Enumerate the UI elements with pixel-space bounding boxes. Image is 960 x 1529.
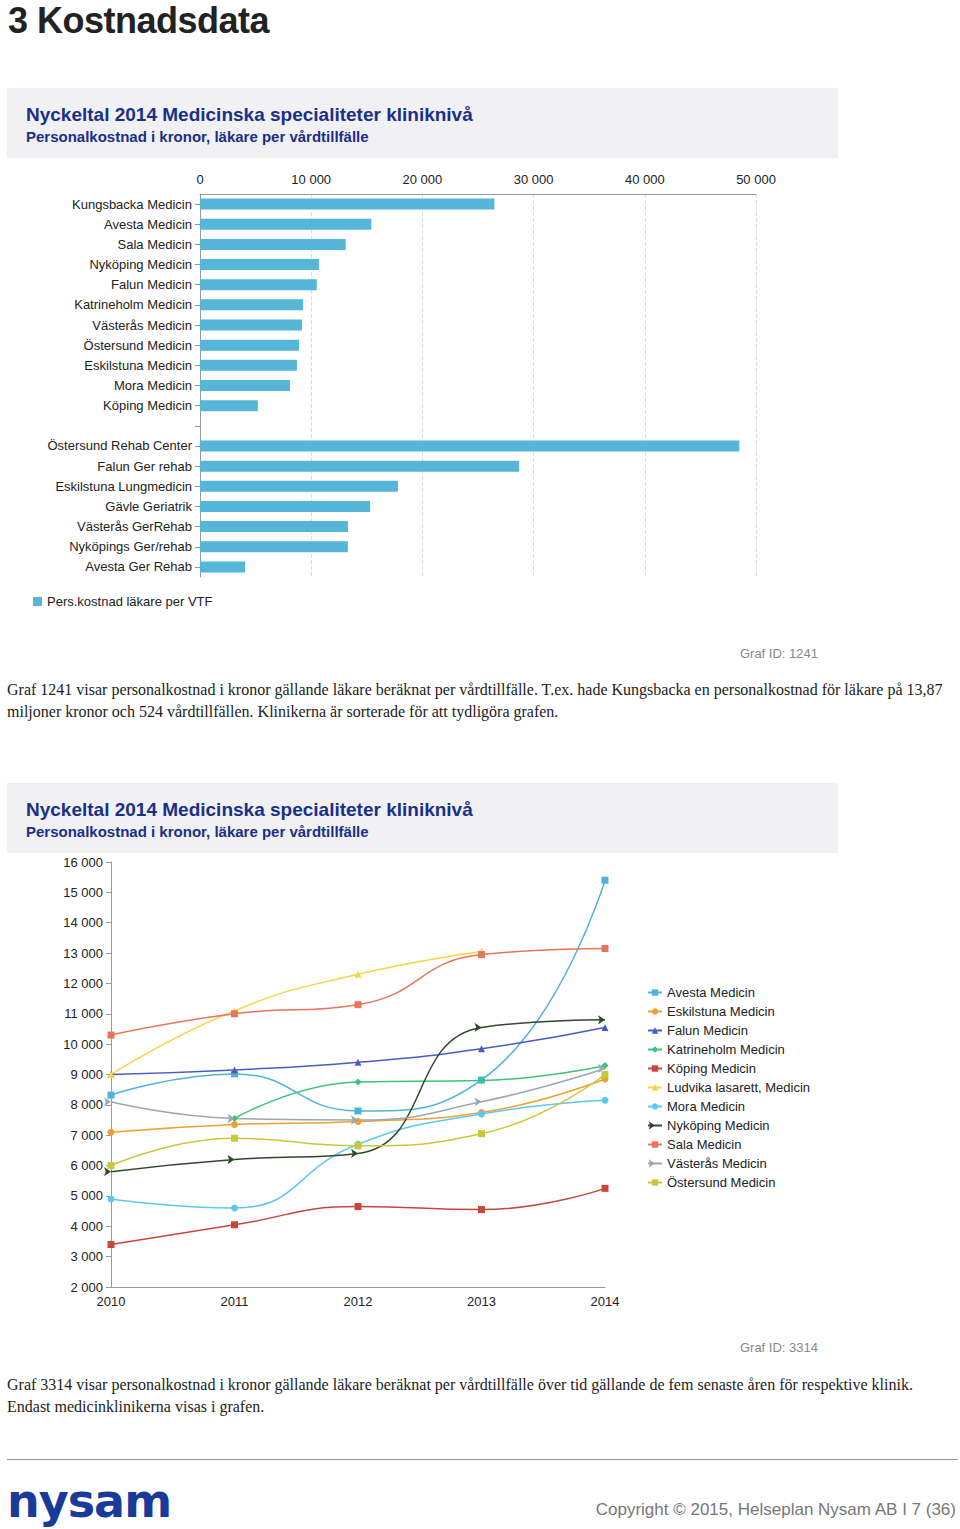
html-text:Graf 3314 visar personalkostna: Graf 3314 visar personalkostnad i kronor… [7, 1376, 913, 1415]
html-text:Personalkostnad i kronor, läka: Personalkostnad i kronor, läkare per vår… [26, 128, 369, 145]
html-text:Copyright © 2015, Helseplan Ny: Copyright © 2015, Helseplan Nysam AB I 7… [595, 1500, 956, 1519]
svg-text:Köping Medicin: Köping Medicin [667, 1061, 756, 1076]
html-text:Personalkostnad i kronor, läka: Personalkostnad i kronor, läkare per vår… [26, 823, 369, 840]
svg-text:20 000: 20 000 [403, 172, 443, 187]
svg-text:40 000: 40 000 [625, 172, 665, 187]
svg-text:Köping Medicin: Köping Medicin [103, 398, 192, 413]
svg-text:Sala Medicin: Sala Medicin [118, 237, 192, 252]
svg-text:Nyköpings Ger/rehab: Nyköpings Ger/rehab [69, 539, 192, 554]
svg-text:Östersund Rehab Center: Östersund Rehab Center [47, 438, 192, 453]
svg-text:2013: 2013 [467, 1294, 496, 1309]
html-text:Nyckeltal 2014 Medicinska spec: Nyckeltal 2014 Medicinska specialiteter … [26, 104, 473, 125]
svg-text:Falun Medicin: Falun Medicin [111, 277, 192, 292]
svg-text:Mora Medicin: Mora Medicin [667, 1099, 745, 1114]
svg-text:Östersund Medicin: Östersund Medicin [84, 338, 192, 353]
svg-text:16 000: 16 000 [63, 855, 103, 870]
svg-text:12 000: 12 000 [63, 976, 103, 991]
svg-text:Ludvika lasarett, Medicin: Ludvika lasarett, Medicin [667, 1080, 810, 1095]
svg-text:10 000: 10 000 [63, 1037, 103, 1052]
html-text:Graf 1241 visar personalkostna: Graf 1241 visar personalkostnad i kronor… [7, 681, 943, 720]
svg-text:Katrineholm Medicin: Katrineholm Medicin [667, 1042, 785, 1057]
svg-text:Västerås Medicin: Västerås Medicin [92, 318, 192, 333]
svg-text:Falun Medicin: Falun Medicin [667, 1023, 748, 1038]
svg-text:2010: 2010 [97, 1294, 126, 1309]
svg-text:Katrineholm Medicin: Katrineholm Medicin [74, 297, 192, 312]
svg-text:11 000: 11 000 [64, 1006, 103, 1021]
svg-text:Sala Medicin: Sala Medicin [667, 1137, 741, 1152]
svg-text:Pers.kostnad läkare per VTF: Pers.kostnad läkare per VTF [47, 594, 213, 609]
svg-text:Nyköping Medicin: Nyköping Medicin [667, 1118, 770, 1133]
svg-text:Falun Ger rehab: Falun Ger rehab [97, 459, 192, 474]
svg-text:4 000: 4 000 [70, 1219, 103, 1234]
svg-text:Kungsbacka Medicin: Kungsbacka Medicin [72, 197, 192, 212]
svg-text:8 000: 8 000 [70, 1097, 103, 1112]
svg-text:0: 0 [196, 172, 203, 187]
html-text:Graf ID: 3314: Graf ID: 3314 [740, 1340, 818, 1355]
svg-text:Västerås Medicin: Västerås Medicin [667, 1156, 767, 1171]
svg-text:Eskilstuna Medicin: Eskilstuna Medicin [667, 1004, 775, 1019]
svg-text:13 000: 13 000 [63, 946, 103, 961]
svg-text:3 000: 3 000 [70, 1249, 103, 1264]
html-text:3 Kostnadsdata: 3 Kostnadsdata [8, 0, 270, 41]
svg-text:2012: 2012 [344, 1294, 373, 1309]
svg-text:Östersund Medicin: Östersund Medicin [667, 1175, 775, 1190]
svg-text:15 000: 15 000 [63, 885, 103, 900]
svg-text:Nyköping Medicin: Nyköping Medicin [89, 257, 192, 272]
svg-text:6 000: 6 000 [70, 1158, 103, 1173]
svg-text:7 000: 7 000 [70, 1128, 103, 1143]
html-text:Nyckeltal 2014 Medicinska spec: Nyckeltal 2014 Medicinska specialiteter … [26, 799, 473, 820]
svg-text:Avesta Medicin: Avesta Medicin [667, 985, 755, 1000]
svg-text:2014: 2014 [591, 1294, 620, 1309]
svg-text:Gävle Geriatrik: Gävle Geriatrik [105, 499, 192, 514]
html-text:Graf ID: 1241: Graf ID: 1241 [740, 646, 818, 661]
svg-text:30 000: 30 000 [514, 172, 554, 187]
svg-text:2011: 2011 [221, 1294, 249, 1309]
svg-text:50 000: 50 000 [736, 172, 776, 187]
html-text:nysam: nysam [7, 1474, 172, 1528]
svg-text:Västerås GerRehab: Västerås GerRehab [77, 519, 192, 534]
svg-text:14 000: 14 000 [63, 915, 103, 930]
svg-text:Avesta Medicin: Avesta Medicin [104, 217, 192, 232]
svg-text:2 000: 2 000 [70, 1280, 103, 1295]
svg-text:Eskilstuna Lungmedicin: Eskilstuna Lungmedicin [55, 479, 192, 494]
svg-text:9 000: 9 000 [70, 1067, 103, 1082]
svg-text:Eskilstuna Medicin: Eskilstuna Medicin [84, 358, 192, 373]
svg-text:Mora Medicin: Mora Medicin [114, 378, 192, 393]
svg-text:Avesta Ger Rehab: Avesta Ger Rehab [85, 559, 192, 574]
svg-text:10 000: 10 000 [291, 172, 331, 187]
svg-text:5 000: 5 000 [70, 1188, 103, 1203]
